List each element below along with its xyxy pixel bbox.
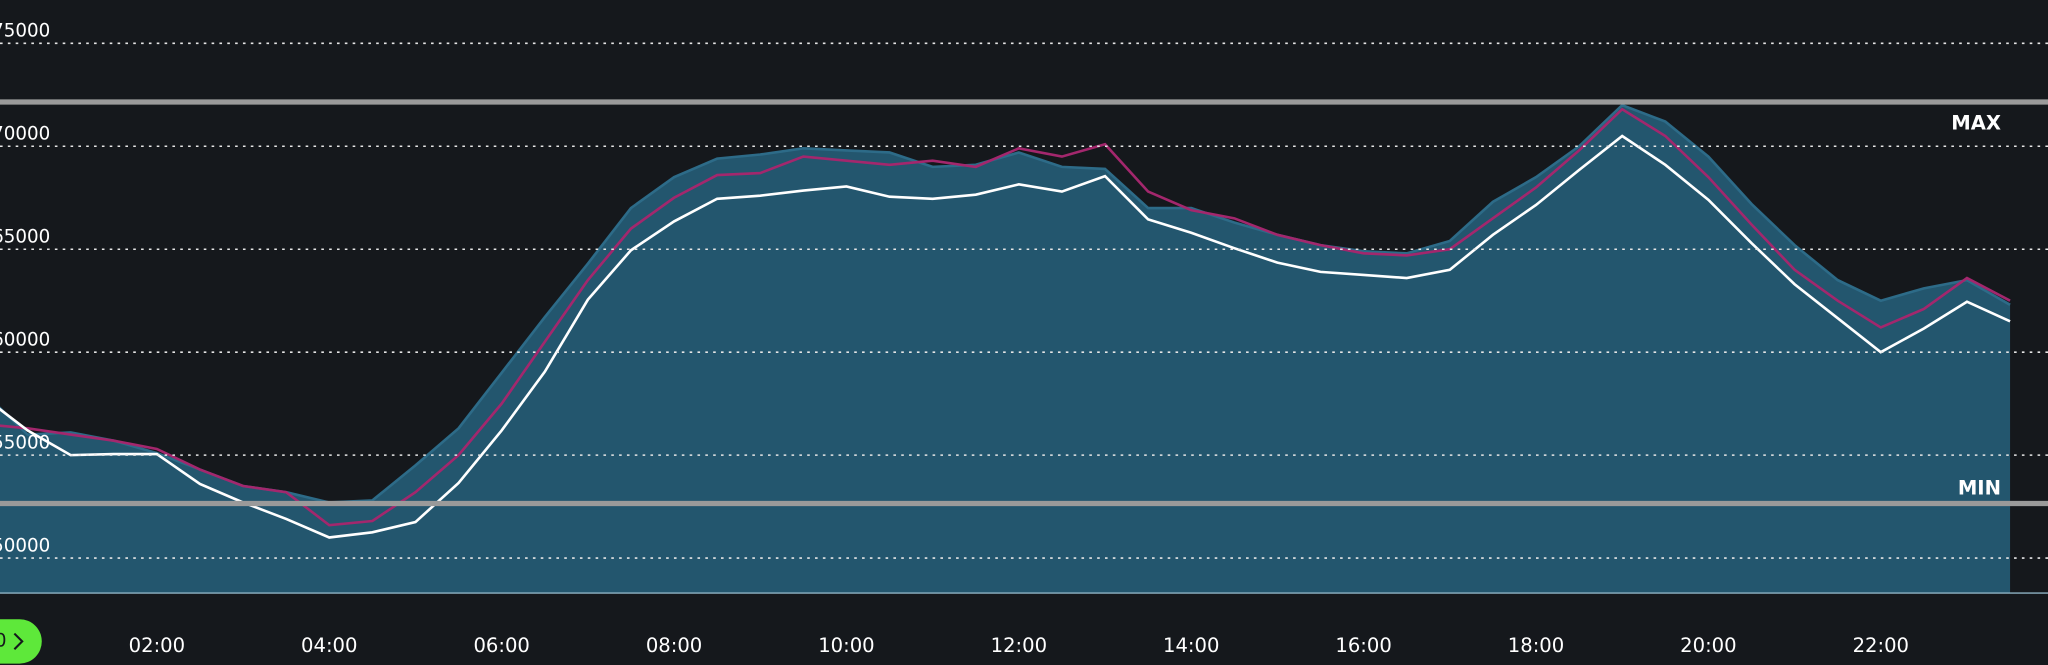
area: [0, 105, 2011, 594]
x-tick-label: 20:00: [1680, 634, 1736, 657]
x-tick-label: 10:00: [818, 634, 874, 657]
x-tick-label: 08:00: [646, 634, 702, 657]
y-tick-label: 75000: [0, 21, 50, 42]
chevron-icon[interactable]: [13, 632, 24, 650]
x-tick-label: 18:00: [1508, 634, 1564, 657]
reference-label: MIN: [1958, 477, 2001, 500]
x-tick-label: 06:00: [473, 634, 529, 657]
time-control[interactable]: 0: [0, 619, 42, 664]
y-tick-label: 60000: [0, 329, 50, 350]
x-tick-label: 16:00: [1335, 634, 1391, 657]
x-tick-label: 22:00: [1853, 634, 1909, 657]
y-tick-label: 70000: [0, 124, 50, 145]
y-tick-label: 65000: [0, 226, 50, 247]
y-tick-label: 55000: [0, 432, 50, 453]
line: [0, 134, 2011, 539]
x-tick-label: 12:00: [991, 634, 1047, 657]
x-tick-label: 04:00: [301, 634, 357, 657]
x-tick-label: 14:00: [1163, 634, 1219, 657]
reference-label: MAX: [1951, 112, 2001, 135]
control-label[interactable]: 0: [0, 630, 7, 651]
line: [0, 107, 2011, 527]
x-tick-label: 02:00: [129, 634, 185, 657]
